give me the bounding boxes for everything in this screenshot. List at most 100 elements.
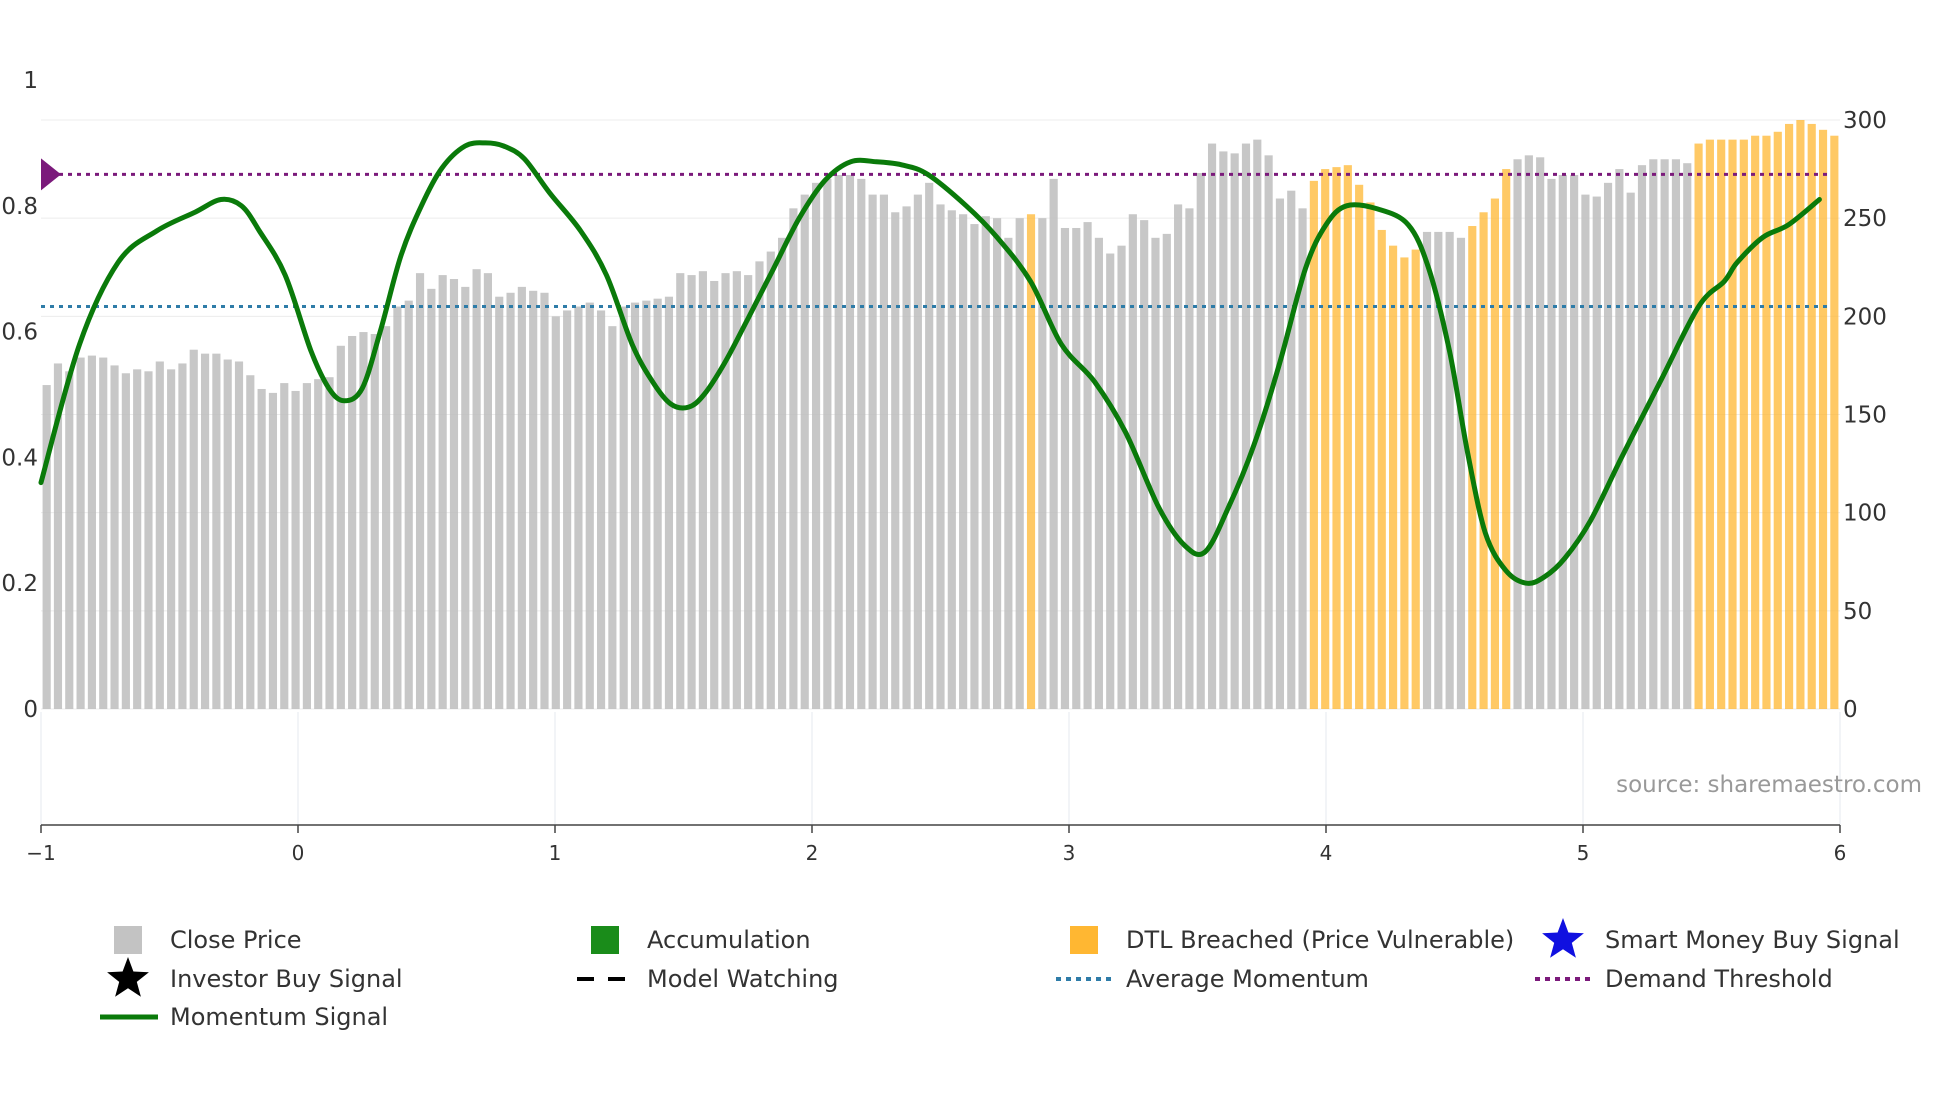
close-price-bar — [619, 306, 628, 709]
close-price-bar — [993, 218, 1002, 710]
legend-label: DTL Breached (Price Vulnerable) — [1126, 926, 1514, 954]
close-price-bar — [415, 273, 425, 709]
dtl-breached-bar — [1796, 120, 1805, 709]
close-price-bar — [755, 261, 764, 709]
close-price-bar — [1185, 208, 1194, 709]
close-price-bar — [268, 392, 278, 709]
dtl-breached-bar — [1309, 180, 1318, 710]
close-price-bar — [891, 212, 900, 709]
close-price-bar — [382, 326, 391, 709]
dtl-breached-bar — [1717, 139, 1726, 709]
dtl-breached-bar — [1502, 169, 1511, 709]
close-price-bar — [1038, 218, 1047, 710]
legend-label: Demand Threshold — [1605, 965, 1833, 993]
y-left-tick-label: 0.6 — [1, 320, 38, 346]
close-price-bar — [1524, 155, 1533, 710]
dtl-breached-bar — [1830, 135, 1839, 709]
close-price-bar — [574, 306, 583, 709]
close-price-bar — [1649, 159, 1658, 709]
demand-threshold-marker — [41, 158, 61, 191]
close-price-bar — [800, 194, 809, 710]
dtl-breached-bar — [1785, 123, 1794, 710]
close-price-bar — [653, 298, 662, 709]
momentum-line — [38, 140, 1822, 586]
close-price-bar — [449, 279, 459, 709]
close-price-bar — [336, 345, 345, 709]
close-price-bar — [789, 208, 798, 709]
close-price-bar — [212, 353, 221, 709]
y-right-tick-label: 300 — [1843, 108, 1887, 134]
momentum-signal — [38, 140, 1822, 586]
close-price-bar — [1637, 165, 1647, 709]
dtl-breached-bar — [1400, 257, 1409, 709]
close-price-bar — [1219, 151, 1228, 709]
close-price-bar — [1083, 222, 1092, 709]
close-price-bar — [1196, 173, 1205, 709]
close-price-bar — [868, 194, 877, 710]
dtl-breached-bar — [1773, 131, 1782, 709]
legend-item: Close Price — [114, 926, 302, 954]
close-price-bar — [540, 292, 549, 709]
legend-item: DTL Breached (Price Vulnerable) — [1070, 926, 1514, 954]
close-price-bar — [551, 316, 560, 709]
dtl-breached-bar — [1321, 169, 1330, 709]
close-price-bar — [710, 280, 719, 709]
close-price-bar — [1581, 194, 1590, 710]
close-price-bar — [913, 194, 922, 710]
close-price-bar — [1230, 153, 1239, 709]
close-price-bar — [1287, 190, 1296, 709]
close-price-bar — [359, 332, 368, 709]
close-price-bar — [144, 371, 153, 709]
close-price-bar — [664, 296, 674, 709]
dtl-breached-bar — [1377, 229, 1386, 709]
close-price-bar — [1547, 178, 1556, 709]
close-price-bar — [200, 353, 210, 709]
close-price-bar — [1671, 159, 1681, 709]
close-price-bar — [766, 251, 775, 710]
y-right-tick-label: 250 — [1843, 206, 1887, 232]
star-icon — [107, 957, 149, 997]
legend-item: Investor Buy Signal — [107, 957, 403, 997]
close-price-bar — [234, 361, 244, 709]
close-price-bar — [1128, 214, 1137, 710]
x-tick-label: 4 — [1320, 841, 1333, 865]
close-price-bars — [42, 120, 1839, 710]
dtl-breached-bar — [1705, 139, 1714, 709]
close-price-bar — [721, 273, 730, 709]
close-price-bar — [1253, 139, 1262, 709]
close-price-bar — [76, 357, 85, 709]
close-price-bar — [879, 194, 888, 710]
close-price-bar — [732, 271, 741, 709]
close-price-bar — [472, 269, 481, 709]
dtl-breached-bar — [1739, 139, 1748, 709]
close-price-bar — [902, 206, 911, 709]
dtl-breached-bar — [1728, 139, 1737, 709]
close-price-bar — [1603, 182, 1613, 709]
legend-item: Demand Threshold — [1535, 965, 1833, 993]
close-price-bar — [585, 302, 594, 709]
close-price-bar — [642, 300, 651, 709]
y-right-tick-label: 100 — [1843, 501, 1887, 527]
axes: −1 0 1 2 3 4 5 6 0 0.2 0.4 0.6 0.8 1 0 50 100 150 200 250 30… — [1, 68, 1886, 865]
close-price-bar — [178, 363, 187, 709]
legend-item: Smart Money Buy Signal — [1542, 918, 1900, 958]
y-left-tick-label: 0.8 — [1, 194, 38, 220]
close-price-bar — [1151, 237, 1160, 710]
close-price-bar — [1445, 231, 1454, 709]
legend-item: Momentum Signal — [100, 1003, 388, 1031]
close-price-bar — [65, 371, 74, 709]
x-tick-label: 5 — [1577, 841, 1590, 865]
close-price-bar — [947, 210, 956, 709]
legend-label: Accumulation — [647, 926, 811, 954]
x-tick-label: 3 — [1063, 841, 1076, 865]
close-price-bar — [596, 310, 606, 709]
close-price-bar — [1422, 231, 1432, 709]
close-price-bar — [1162, 233, 1171, 709]
close-price-bar — [823, 178, 832, 709]
close-price-bar — [845, 174, 855, 710]
close-price-bar — [1683, 163, 1692, 709]
close-price-bar — [280, 383, 289, 709]
legend-label: Model Watching — [647, 965, 839, 993]
dtl-breached-bar — [1818, 129, 1828, 709]
dtl-breached-bar — [1694, 143, 1703, 709]
